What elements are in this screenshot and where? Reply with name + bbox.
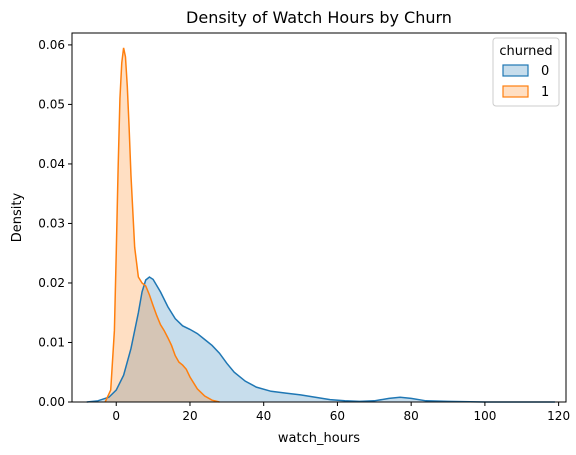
legend-label-1: 1 — [541, 85, 549, 100]
y-tick-label: 0.01 — [38, 335, 65, 349]
y-tick-label: 0.00 — [38, 395, 65, 409]
y-axis-ticks: 0.00 0.01 0.02 0.03 0.04 0.05 0.06 — [38, 38, 72, 409]
density-line-0 — [86, 276, 555, 403]
legend-box — [492, 37, 560, 107]
x-tick-label: 0 — [112, 409, 120, 423]
y-tick-label: 0.02 — [38, 276, 65, 290]
x-tick-label: 100 — [473, 409, 496, 423]
legend: churned 01 — [492, 37, 560, 107]
density-areas — [86, 47, 555, 403]
y-tick-label: 0.03 — [38, 216, 65, 230]
x-tick-label: 40 — [256, 409, 271, 423]
y-tick-label: 0.06 — [38, 38, 65, 52]
legend-swatch-0 — [502, 64, 529, 77]
legend-title: churned — [499, 44, 552, 59]
x-axis-ticks: 0 20 40 60 80 100 120 — [112, 402, 570, 423]
x-tick-label: 120 — [547, 409, 570, 423]
plot-frame — [71, 32, 567, 403]
y-tick-label: 0.05 — [38, 97, 65, 111]
legend-items: 01 — [502, 64, 549, 100]
x-tick-label: 80 — [404, 409, 419, 423]
density-fill-0 — [86, 277, 555, 402]
y-axis-label: Density — [10, 192, 25, 242]
density-fill-1 — [105, 47, 220, 402]
x-tick-label: 60 — [330, 409, 345, 423]
density-line-1 — [104, 47, 220, 403]
x-axis-label: watch_hours — [278, 431, 360, 446]
legend-swatch-1 — [502, 85, 529, 98]
chart-title: Density of Watch Hours by Churn — [186, 8, 452, 27]
x-tick-label: 20 — [182, 409, 197, 423]
legend-label-0: 0 — [541, 64, 549, 79]
y-tick-label: 0.04 — [38, 157, 65, 171]
